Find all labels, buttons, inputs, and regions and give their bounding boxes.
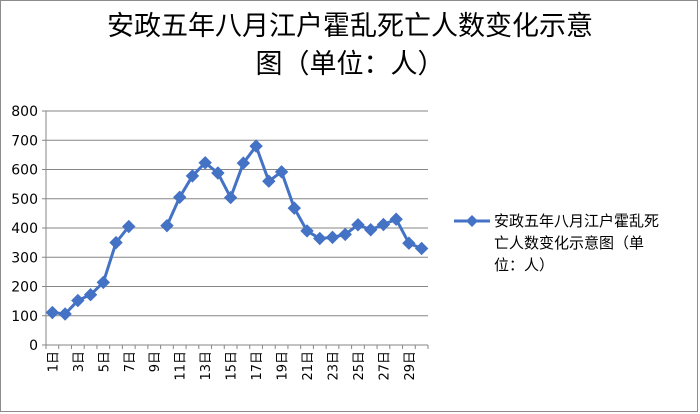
x-tick-label: 11日	[174, 351, 189, 381]
y-tick-label: 200	[11, 280, 38, 296]
data-point-5	[96, 275, 111, 290]
y-tick-label: 0	[29, 338, 38, 354]
x-tick-labels: 1日 3日 5日 7日 9日 11日 13日 15日 17日 19日 21日 23日 25日 27日 29日	[46, 351, 418, 381]
gridlines	[46, 110, 428, 317]
data-point-14	[211, 166, 225, 180]
x-tick-label: 1日	[46, 351, 61, 372]
data-point-12	[185, 169, 200, 183]
y-tick-label: 400	[11, 221, 38, 237]
legend-label-line-3: 位：人）	[494, 256, 555, 274]
chart-title-line-2: 图（单位：人）	[255, 49, 445, 80]
series-group	[45, 139, 429, 321]
x-tick-label: 3日	[72, 351, 87, 372]
data-point-1	[45, 305, 60, 320]
data-point-16	[236, 156, 251, 170]
y-tick-label: 100	[11, 309, 38, 325]
data-point-13	[198, 156, 212, 170]
x-tick-label: 15日	[225, 351, 240, 381]
data-point-30	[414, 241, 429, 256]
data-point-26	[363, 223, 378, 237]
y-tick-label: 600	[11, 163, 38, 179]
legend-label-line-1: 安政五年八月江户霍乱死	[494, 212, 660, 230]
data-point-29	[402, 236, 416, 250]
chart-title: 安政五年八月江户霍乱死亡人数变化示意 图（单位：人）	[0, 8, 700, 84]
legend-marker	[454, 215, 490, 227]
legend-diamond	[466, 215, 478, 227]
data-point-10	[160, 218, 174, 233]
x-tick-label: 13日	[199, 351, 214, 381]
data-point-18	[262, 174, 276, 188]
x-tick-label: 5日	[97, 351, 112, 372]
y-tick-label: 700	[11, 133, 38, 149]
data-point-2	[58, 307, 72, 321]
y-tick-label: 300	[11, 250, 38, 266]
data-point-7	[122, 219, 136, 234]
y-tick-label: 800	[11, 104, 38, 120]
x-tick-label: 19日	[276, 351, 291, 381]
x-tick-label: 7日	[123, 351, 138, 372]
x-tick-label: 23日	[327, 351, 342, 381]
y-tick-label: 500	[11, 192, 38, 208]
x-tick-label: 21日	[301, 351, 316, 381]
data-point-25	[351, 218, 365, 232]
data-point-20	[287, 201, 302, 215]
chart-title-line-1: 安政五年八月江户霍乱死亡人数变化示意	[107, 11, 593, 42]
data-point-23	[325, 230, 340, 245]
data-point-11	[172, 190, 187, 204]
x-tick-label: 9日	[148, 351, 163, 372]
y-tick-labels: 0 100 200 300 400 500 600 700 800	[11, 104, 38, 354]
x-tick-label: 27日	[377, 351, 392, 381]
axes	[42, 110, 429, 349]
data-point-6	[109, 235, 123, 250]
data-point-24	[338, 227, 352, 242]
data-point-4	[83, 287, 98, 302]
data-point-19	[274, 165, 289, 179]
x-tick-label: 29日	[403, 351, 418, 381]
data-point-22	[313, 231, 327, 246]
data-point-28	[389, 212, 403, 226]
legend-label: 安政五年八月江户霍乱死 亡人数变化示意图（单 位：人）	[494, 210, 690, 276]
x-tick-label: 25日	[352, 351, 367, 381]
data-point-15	[223, 190, 238, 205]
data-point-3	[71, 293, 85, 308]
data-point-27	[376, 217, 391, 232]
x-tick-label: 17日	[250, 351, 265, 381]
legend-label-line-2: 亡人数变化示意图（单	[494, 234, 645, 252]
data-point-21	[300, 224, 314, 238]
data-point-17	[249, 139, 263, 153]
